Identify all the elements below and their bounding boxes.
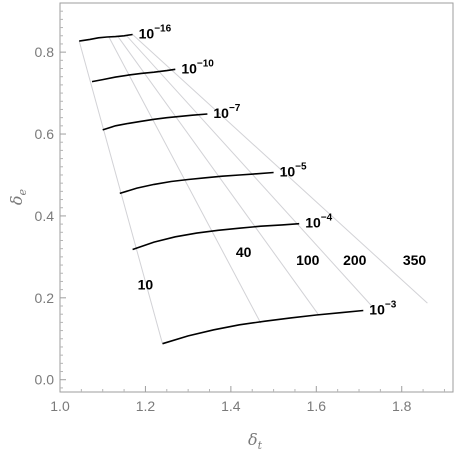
data-curves bbox=[79, 33, 364, 345]
x-tick-label: 1.2 bbox=[136, 398, 156, 414]
y-tick-label: 0.8 bbox=[35, 44, 55, 60]
series-line-5 bbox=[132, 222, 300, 251]
series-label-6: 10−3 bbox=[369, 300, 396, 318]
series-label-2: 10−10 bbox=[181, 58, 214, 76]
y-tick-label: 0.6 bbox=[35, 126, 55, 142]
series-label-5: 10−4 bbox=[305, 213, 332, 231]
y-tick-label: 0.2 bbox=[35, 290, 55, 306]
y-axis-title: δe bbox=[7, 188, 29, 205]
x-tick-label: 1.6 bbox=[307, 398, 327, 414]
contour-label-10: 10 bbox=[138, 277, 154, 293]
x-axis-title: δt bbox=[248, 430, 263, 452]
y-tick-label: 0.0 bbox=[35, 372, 55, 388]
plot-frame bbox=[59, 2, 454, 393]
contour-line-100 bbox=[117, 35, 319, 315]
contour-lines bbox=[78, 34, 428, 344]
axis-ticks: 1.0 1.2 1.4 1.6 1.8 0.0 0.2 0.4 0.6 0.8 bbox=[35, 10, 445, 414]
series-line-2 bbox=[91, 68, 176, 83]
series-label-1: 10−16 bbox=[139, 24, 172, 42]
series-line-6 bbox=[162, 309, 364, 345]
contour-label-100: 100 bbox=[296, 252, 320, 268]
series-label-4: 10−5 bbox=[280, 162, 307, 180]
contour-label-40: 40 bbox=[236, 244, 252, 260]
contour-label-350: 350 bbox=[403, 252, 427, 268]
x-tick-label: 1.4 bbox=[221, 398, 241, 414]
contour-label-200: 200 bbox=[343, 252, 367, 268]
series-line-4 bbox=[119, 171, 274, 195]
x-tick-label: 1.8 bbox=[392, 398, 412, 414]
contour-line-200 bbox=[125, 34, 375, 309]
curve-labels: 10−16 10−10 10−7 10−5 10−4 10−3 10 40 100 200 350 bbox=[138, 24, 427, 318]
series-label-3: 10−7 bbox=[213, 103, 240, 121]
series-line-1 bbox=[79, 33, 133, 42]
series-line-3 bbox=[102, 113, 208, 131]
contour-line-350 bbox=[132, 34, 428, 304]
x-tick-label: 1.0 bbox=[50, 398, 70, 414]
y-tick-label: 0.4 bbox=[35, 208, 55, 224]
